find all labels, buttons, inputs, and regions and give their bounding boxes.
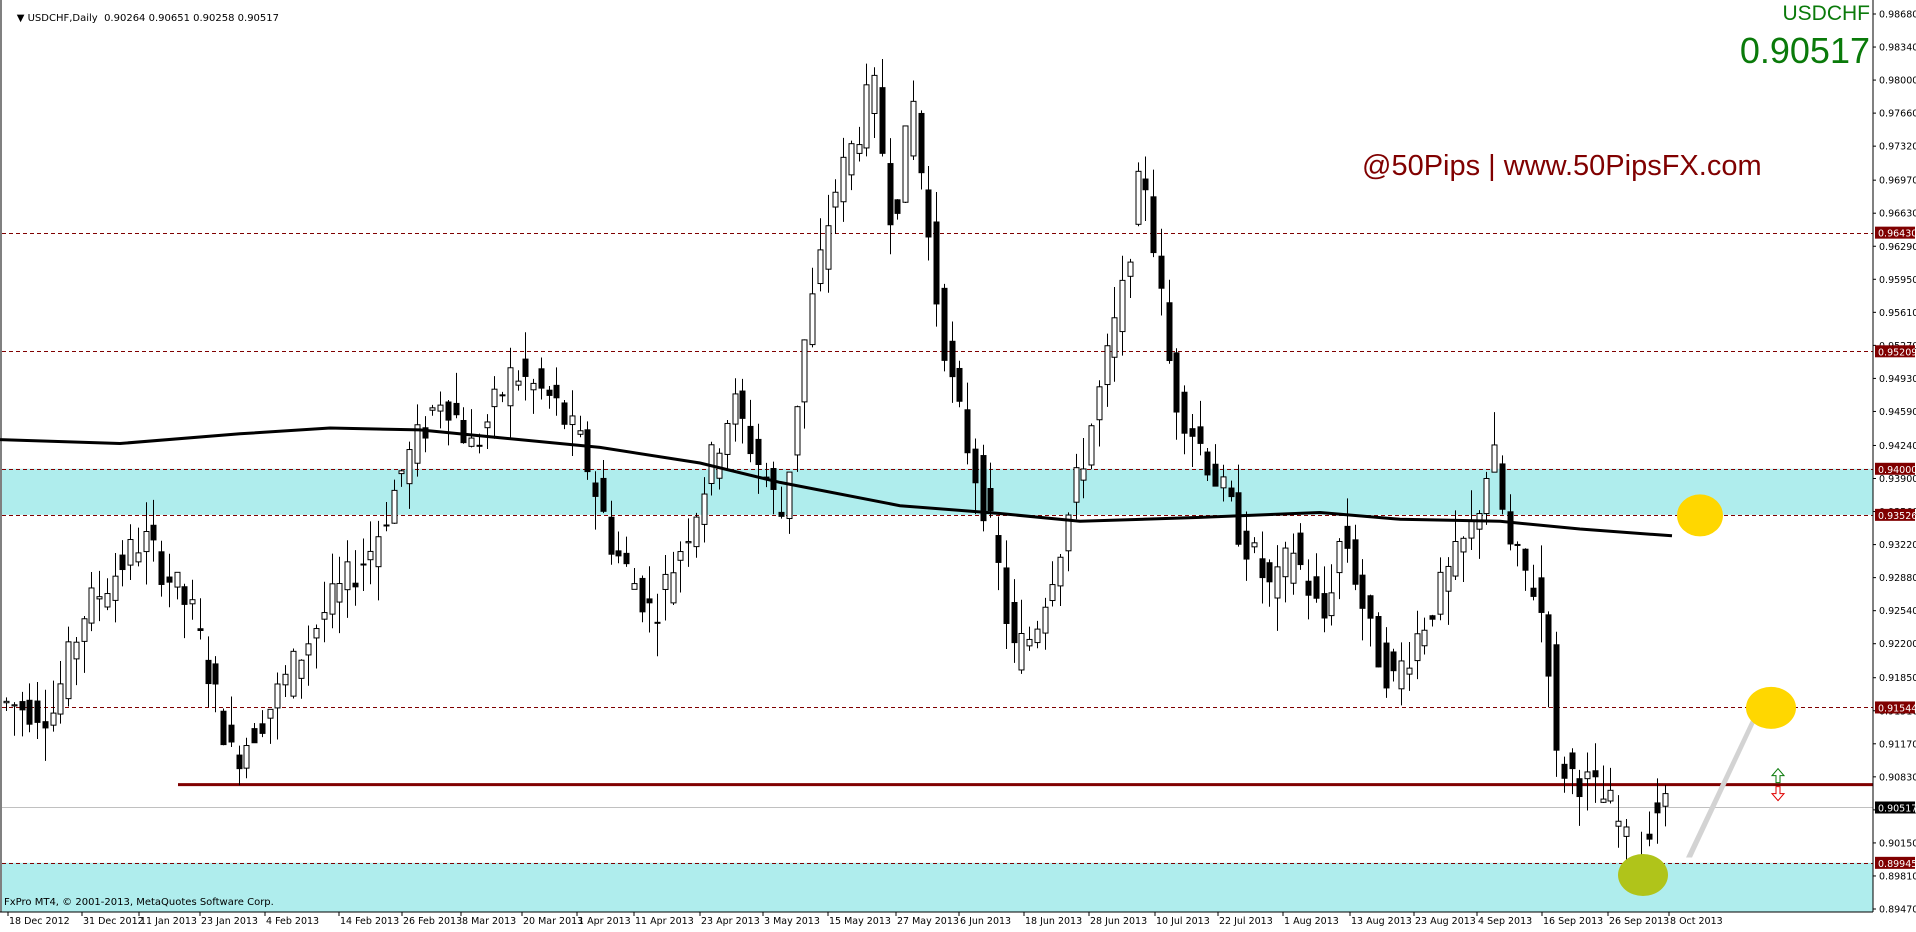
level-price-label [1875, 345, 1915, 358]
date-tick: 16 Sep 2013 [1543, 916, 1603, 927]
low-circle[interactable] [1618, 853, 1668, 896]
date-tick: 4 Feb 2013 [266, 916, 319, 927]
price-tick: 0.98000 [1879, 76, 1916, 87]
price-tick: 0.91850 [1879, 673, 1916, 684]
svg-text:0.94000: 0.94000 [1878, 465, 1916, 476]
price-tick: 0.89470 [1879, 905, 1916, 916]
projection-trendline[interactable] [1686, 711, 1760, 858]
target-circle-upper[interactable] [1677, 494, 1723, 537]
bid-price: 0.90517 [1739, 30, 1870, 71]
date-tick: 13 Aug 2013 [1351, 916, 1412, 927]
price-tick: 0.90150 [1879, 838, 1916, 849]
price-tick: 0.95950 [1879, 275, 1916, 286]
level-price-label [1875, 508, 1915, 521]
date-tick: 31 Dec 2012 [83, 916, 144, 927]
date-tick: 23 Jan 2013 [201, 916, 258, 927]
price-tick: 0.92540 [1879, 606, 1916, 617]
shaded-zones [2, 468, 1873, 912]
price-tick: 0.94590 [1879, 407, 1916, 418]
date-tick: 14 Feb 2013 [340, 916, 399, 927]
date-tick: 22 Jul 2013 [1219, 916, 1273, 927]
date-tick: 8 Oct 2013 [1670, 916, 1723, 927]
date-tick: 26 Feb 2013 [403, 916, 462, 927]
price-tick: 0.95610 [1879, 308, 1916, 319]
date-tick: 23 Apr 2013 [701, 916, 760, 927]
date-tick: 1 Aug 2013 [1284, 916, 1339, 927]
price-tick: 0.96290 [1879, 242, 1916, 253]
date-tick: 4 Sep 2013 [1478, 916, 1532, 927]
date-tick: 27 May 2013 [897, 916, 959, 927]
svg-text:0.93526: 0.93526 [1878, 511, 1916, 522]
date-tick: 11 Apr 2013 [635, 916, 694, 927]
level-price-label [1875, 701, 1915, 714]
price-tick: 0.98340 [1879, 43, 1916, 54]
price-tick: 0.97660 [1879, 109, 1916, 120]
date-tick: 18 Dec 2012 [9, 916, 70, 927]
svg-text:0.91544: 0.91544 [1878, 703, 1916, 714]
arrow-down-icon[interactable] [1770, 786, 1786, 802]
date-tick: 11 Jan 2013 [140, 916, 197, 927]
shaded-zone [2, 862, 1873, 912]
price-tick: 0.97320 [1879, 142, 1916, 153]
triangle-down-icon[interactable]: ▼ [16, 13, 28, 24]
level-price-label [1875, 462, 1915, 475]
chart-header: ▼ USDCHF,Daily 0.90264 0.90651 0.90258 0… [4, 2, 279, 35]
svg-text:0.96430: 0.96430 [1878, 229, 1916, 240]
copyright-text: FxPro MT4, © 2001-2013, MetaQuotes Softw… [4, 897, 274, 908]
date-tick: 1 Apr 2013 [578, 916, 631, 927]
current-price-label [1875, 801, 1915, 814]
price-tick: 0.91170 [1879, 739, 1916, 750]
price-tick: 0.93900 [1879, 474, 1916, 485]
candlesticks [3, 59, 1669, 889]
price-tick: 0.94930 [1879, 374, 1916, 385]
symbol-timeframe: USDCHF,Daily [27, 13, 98, 24]
date-tick: 26 Sep 2013 [1609, 916, 1669, 927]
date-tick: 23 Aug 2013 [1415, 916, 1476, 927]
symbol-label: USDCHF [1782, 2, 1871, 25]
horizontal-levels[interactable] [2, 233, 1873, 864]
target-circle-lower[interactable] [1746, 686, 1796, 729]
price-tick: 0.98680 [1879, 10, 1916, 21]
watermark-text: @50Pips | www.50PipsFX.com [1362, 150, 1762, 182]
price-tick: 0.93220 [1879, 540, 1916, 551]
date-tick: 10 Jul 2013 [1156, 916, 1210, 927]
price-tick: 0.94240 [1879, 441, 1916, 452]
date-tick: 28 Jun 2013 [1090, 916, 1147, 927]
svg-text:0.95209: 0.95209 [1878, 347, 1916, 358]
arrow-up-icon[interactable] [1770, 767, 1786, 784]
moving-average-line [0, 426, 1673, 538]
date-tick: 15 May 2013 [829, 916, 891, 927]
ohlc-values: 0.90264 0.90651 0.90258 0.90517 [104, 13, 280, 24]
date-tick: 18 Jun 2013 [1025, 916, 1082, 927]
date-tick: 3 May 2013 [764, 916, 820, 927]
price-tick: 0.96630 [1879, 209, 1916, 220]
svg-text:0.89945: 0.89945 [1878, 859, 1916, 870]
price-tick: 0.92880 [1879, 573, 1916, 584]
date-tick: 6 Jun 2013 [960, 916, 1011, 927]
price-tick: 0.89810 [1879, 871, 1916, 882]
price-tick: 0.92200 [1879, 639, 1916, 650]
svg-text:0.90517: 0.90517 [1878, 804, 1916, 815]
level-price-label [1875, 226, 1915, 239]
date-tick: 8 Mar 2013 [462, 916, 516, 927]
level-price-label [1875, 856, 1915, 869]
annotations[interactable] [1618, 494, 1796, 896]
date-tick: 20 Mar 2013 [523, 916, 583, 927]
price-tick: 0.96970 [1879, 176, 1916, 187]
price-tick: 0.90830 [1879, 772, 1916, 783]
